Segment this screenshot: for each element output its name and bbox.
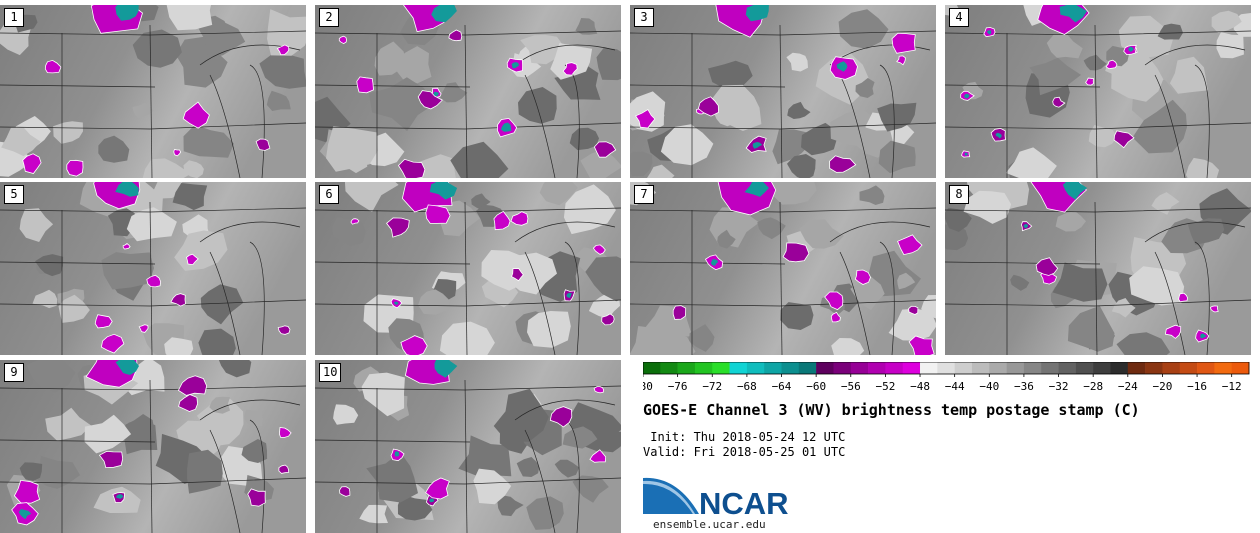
panel-number-label: 2	[319, 8, 339, 27]
colorbar-tick-label: −60	[806, 380, 826, 393]
member-panel-10: 10	[315, 360, 621, 533]
brightness-temp-map	[630, 182, 936, 355]
panel-number-label: 1	[4, 8, 24, 27]
colorbar-swatch	[868, 362, 886, 374]
member-panel-9: 9	[0, 360, 306, 533]
colorbar-swatch	[764, 362, 782, 374]
colorbar-swatch	[989, 362, 1007, 374]
brightness-temp-map	[630, 5, 936, 178]
colorbar-tick-label: −44	[945, 380, 965, 393]
colorbar-swatch	[1214, 362, 1232, 374]
member-panel-2: 2	[315, 5, 621, 178]
colorbar-swatch	[885, 362, 904, 374]
brightness-temp-map	[0, 5, 306, 178]
colorbar-swatch	[1197, 362, 1215, 374]
colorbar-tick-label: −36	[1014, 380, 1034, 393]
colorbar-swatch	[1023, 362, 1042, 374]
panel-number-label: 6	[319, 185, 339, 204]
colorbar-swatch	[833, 362, 852, 374]
brightness-temp-map	[945, 182, 1251, 355]
colorbar-tick-label: −24	[1118, 380, 1138, 393]
colorbar-swatch	[781, 362, 800, 374]
chart-title: GOES-E Channel 3 (WV) brightness temp po…	[643, 401, 1140, 419]
colorbar-frame	[643, 362, 1250, 375]
member-panel-3: 3	[630, 5, 936, 178]
colorbar-swatch	[660, 362, 678, 374]
colorbar-swatch	[1231, 362, 1250, 374]
brightness-temp-map	[0, 360, 306, 533]
brightness-temp-map	[315, 360, 621, 533]
colorbar-tick-label: −56	[841, 380, 861, 393]
colorbar-swatch	[1110, 362, 1129, 374]
colorbar-swatch	[1145, 362, 1163, 374]
colorbar-swatch	[954, 362, 973, 374]
colorbar-tick-label: −20	[1152, 380, 1172, 393]
panel-number-label: 9	[4, 363, 24, 382]
panel-number-label: 4	[949, 8, 969, 27]
init-time: Init: Thu 2018-05-24 12 UTC	[643, 430, 846, 444]
panel-number-label: 10	[319, 363, 342, 382]
colorbar-swatch	[971, 362, 990, 374]
colorbar-swatch	[677, 362, 696, 374]
colorbar-swatch	[643, 362, 661, 374]
colorbar-tick-label: −80	[643, 380, 653, 393]
colorbar-swatch	[712, 362, 730, 374]
ncar-logo-text: NCAR	[699, 486, 789, 518]
member-panel-6: 6	[315, 182, 621, 355]
colorbar-tick-label: −72	[702, 380, 722, 393]
colorbar-tick-label: −28	[1083, 380, 1103, 393]
colorbar-swatch	[694, 362, 713, 374]
colorbar-swatch	[1041, 362, 1059, 374]
member-panel-4: 4	[945, 5, 1251, 178]
colorbar-swatch	[920, 362, 938, 374]
brightness-temp-map	[0, 182, 306, 355]
colorbar-tick-label: −16	[1187, 380, 1207, 393]
member-panel-5: 5	[0, 182, 306, 355]
colorbar-tick-label: −40	[979, 380, 999, 393]
colorbar: −80 −76 −72 −68 −64 −60 −56 −52 −48 −44 −40 −36 −32 −…	[643, 362, 1250, 393]
brightness-temp-map	[945, 5, 1251, 178]
colorbar-swatch	[816, 362, 834, 374]
site-url: ensemble.ucar.edu	[653, 518, 766, 531]
colorbar-swatch	[1162, 362, 1181, 374]
colorbar-tick-label: −68	[737, 380, 757, 393]
colorbar-tick-label: −48	[910, 380, 930, 393]
colorbar-swatch	[1127, 362, 1146, 374]
panel-number-label: 3	[634, 8, 654, 27]
member-panel-7: 7	[630, 182, 936, 355]
colorbar-swatch	[798, 362, 817, 374]
colorbar-tick-label: −64	[772, 380, 792, 393]
colorbar-swatch	[1075, 362, 1094, 374]
colorbar-tick-label: −76	[668, 380, 688, 393]
colorbar-swatch	[746, 362, 765, 374]
colorbar-tick-label: −12	[1222, 380, 1242, 393]
colorbar-swatch	[1058, 362, 1077, 374]
colorbar-tick-label: −32	[1049, 380, 1069, 393]
colorbar-swatch	[1006, 362, 1025, 374]
member-panel-1: 1	[0, 5, 306, 178]
brightness-temp-map	[315, 5, 621, 178]
colorbar-swatch	[937, 362, 955, 374]
panel-number-label: 7	[634, 185, 654, 204]
colorbar-swatch	[729, 362, 748, 374]
ncar-logo: NCAR	[643, 477, 789, 518]
brightness-temp-map	[315, 182, 621, 355]
colorbar-swatch	[850, 362, 869, 374]
panel-number-label: 5	[4, 185, 24, 204]
panel-number-label: 8	[949, 185, 969, 204]
colorbar-swatch	[902, 362, 921, 374]
colorbar-swatch	[1093, 362, 1111, 374]
member-panel-8: 8	[945, 182, 1251, 355]
colorbar-swatch	[1179, 362, 1198, 374]
valid-time: Valid: Fri 2018-05-25 01 UTC	[643, 445, 846, 459]
colorbar-tick-label: −52	[875, 380, 895, 393]
